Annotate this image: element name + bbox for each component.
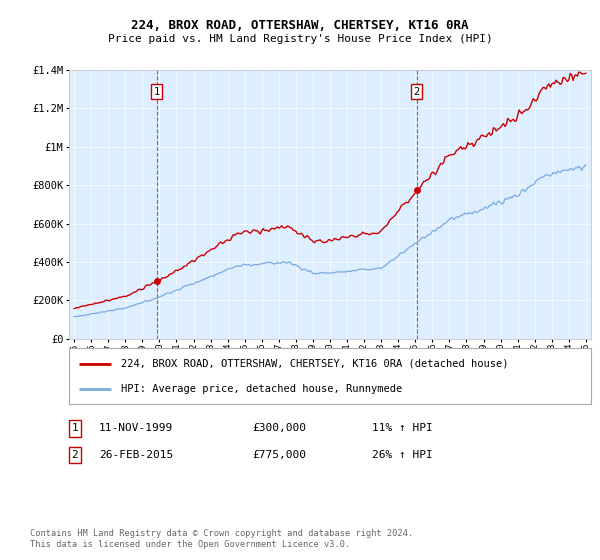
Text: 11-NOV-1999: 11-NOV-1999 [99, 423, 173, 433]
Text: Contains HM Land Registry data © Crown copyright and database right 2024.
This d: Contains HM Land Registry data © Crown c… [30, 529, 413, 549]
Text: £300,000: £300,000 [252, 423, 306, 433]
Text: 1: 1 [71, 423, 79, 433]
Text: 26% ↑ HPI: 26% ↑ HPI [372, 450, 433, 460]
Text: £775,000: £775,000 [252, 450, 306, 460]
Text: Price paid vs. HM Land Registry's House Price Index (HPI): Price paid vs. HM Land Registry's House … [107, 34, 493, 44]
Text: 224, BROX ROAD, OTTERSHAW, CHERTSEY, KT16 0RA (detached house): 224, BROX ROAD, OTTERSHAW, CHERTSEY, KT1… [121, 359, 509, 369]
Text: 2: 2 [71, 450, 79, 460]
Text: 26-FEB-2015: 26-FEB-2015 [99, 450, 173, 460]
Text: 1: 1 [154, 86, 160, 96]
Text: 11% ↑ HPI: 11% ↑ HPI [372, 423, 433, 433]
Text: HPI: Average price, detached house, Runnymede: HPI: Average price, detached house, Runn… [121, 384, 403, 394]
Text: 224, BROX ROAD, OTTERSHAW, CHERTSEY, KT16 0RA: 224, BROX ROAD, OTTERSHAW, CHERTSEY, KT1… [131, 18, 469, 32]
Text: 2: 2 [413, 86, 420, 96]
